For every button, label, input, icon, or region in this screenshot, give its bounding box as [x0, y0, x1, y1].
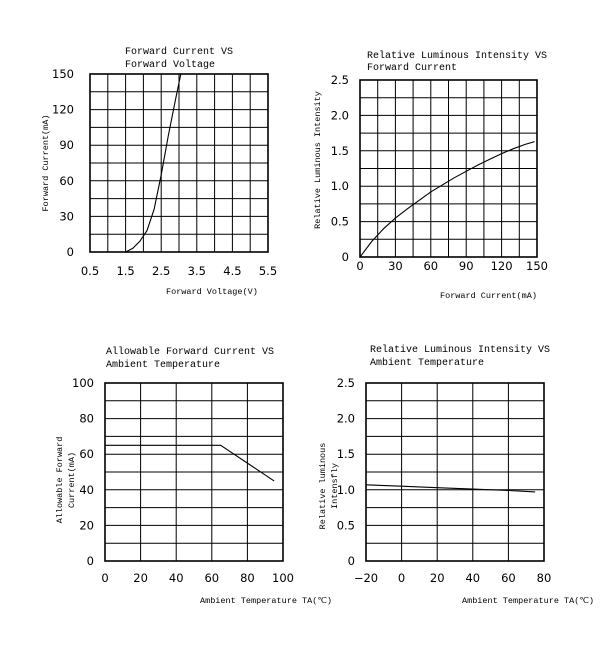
y-tick-label: 1.5 — [331, 144, 349, 158]
y-tick-label: 0 — [67, 245, 74, 259]
y-tick-label: 1.0 — [331, 179, 349, 193]
y-tick-label: 0.5 — [337, 518, 355, 532]
y-tick-label: 1.5 — [337, 447, 355, 461]
y-tick-label: 20 — [79, 518, 94, 532]
chart-title-line: Forward Current — [367, 62, 457, 74]
x-tick-label: 120 — [491, 259, 513, 273]
x-tick-label: 0.5 — [81, 264, 99, 278]
chart-title-line: Relative Luminous Intensity VS — [370, 344, 550, 356]
y-tick-label: 2.5 — [337, 376, 355, 390]
y-tick-label: 2.5 — [331, 73, 349, 87]
y-tick-label: 80 — [79, 412, 94, 426]
chart-title-line: Forward Voltage — [125, 59, 215, 71]
y-tick-label: 30 — [59, 209, 74, 223]
x-tick-label: 3.5 — [188, 264, 206, 278]
x-axis-label: Forward Current(mA) — [440, 291, 537, 301]
y-tick-label: 0 — [87, 554, 94, 568]
y-axis-label-line: Allowable Forward — [55, 437, 65, 524]
chart-3: 0 20 40 60 80 100 0 20 40 60 80 100 Allowable Forwar… — [55, 346, 332, 606]
y-tick-label: 90 — [59, 138, 74, 152]
chart-title-line: Ambient Temperature — [106, 359, 220, 371]
chart-title-line: Forward Current VS — [125, 46, 233, 58]
x-tick-label: 90 — [459, 259, 474, 273]
y-tick-label: 120 — [52, 103, 74, 117]
y-tick-label: 1.0 — [337, 483, 355, 497]
y-tick-label: 0 — [342, 250, 349, 264]
y-tick-label: 2.0 — [331, 108, 349, 122]
y-tick-label: 2.0 — [337, 412, 355, 426]
series-line — [105, 444, 275, 482]
chart-2: 0 30 60 90 120 150 0 0.5 1.0 1.5 2.0 2.5 Relative Lu… — [313, 50, 548, 301]
chart-title-line: Ambient Temperature — [370, 357, 484, 369]
x-tick-label: 80 — [537, 571, 552, 585]
x-tick-label: 4.5 — [223, 264, 241, 278]
x-tick-label: 60 — [204, 571, 219, 585]
y-tick-label: 150 — [52, 67, 74, 81]
chart-2-grid — [360, 80, 537, 257]
x-tick-label: 2.5 — [152, 264, 170, 278]
chart-1-frame — [89, 73, 269, 253]
x-tick-label: 20 — [133, 571, 148, 585]
x-axis-label: Forward Voltage(V) — [166, 287, 258, 297]
chart-2-frame — [359, 79, 538, 258]
chart-4-frame — [365, 382, 545, 562]
series-line — [125, 73, 182, 253]
x-tick-label: 40 — [169, 571, 184, 585]
chart-title-line: Relative Luminous Intensity VS — [367, 50, 547, 62]
chart-3-grid — [105, 383, 283, 561]
chart-4-grid — [366, 383, 544, 561]
x-tick-label: 60 — [423, 259, 438, 273]
x-axis-label: Ambient Temperature TA(℃) — [462, 596, 594, 606]
x-tick-label: 30 — [388, 259, 403, 273]
x-tick-label: 40 — [465, 571, 480, 585]
x-tick-label: 100 — [272, 571, 294, 585]
x-tick-label: 60 — [501, 571, 516, 585]
y-tick-label: 100 — [72, 376, 94, 390]
x-tick-label: 0 — [356, 259, 363, 273]
y-axis-label: Relative Luminous Intensity — [313, 91, 323, 229]
y-tick-label: 0.5 — [331, 215, 349, 229]
y-tick-label: 60 — [79, 447, 94, 461]
x-tick-label: 5.5 — [259, 264, 277, 278]
x-tick-label: 0 — [398, 571, 405, 585]
chart-1-grid — [90, 74, 268, 252]
y-tick-label: 0 — [348, 554, 355, 568]
x-tick-label: 1.5 — [116, 264, 134, 278]
x-axis-label: Ambient Temperature TA(℃) — [200, 596, 332, 606]
y-axis-label-line: Current(mA) — [67, 452, 77, 508]
x-tick-label: −20 — [354, 571, 378, 585]
y-tick-label: 40 — [79, 483, 94, 497]
x-tick-label: 20 — [430, 571, 445, 585]
series-line — [365, 484, 536, 493]
chart-1: 0.5 1.5 2.5 3.5 4.5 5.5 0 30 60 90 120 150 Forward C… — [41, 46, 277, 297]
chart-4: −20 0 20 40 60 80 0 0.5 1.0 1.5 2.0 2.5 Relative Lum… — [318, 344, 594, 606]
x-tick-label: 150 — [526, 259, 548, 273]
y-axis-label: Forward Current(mA) — [41, 115, 51, 212]
chart-title-line: Allowable Forward Current VS — [106, 346, 274, 358]
y-axis-label-line: Intensfly — [330, 463, 340, 509]
x-tick-label: 80 — [240, 571, 255, 585]
y-axis-label-line: Relative luminous — [318, 443, 328, 530]
x-tick-label: 0 — [101, 571, 108, 585]
chart-3-frame — [104, 382, 284, 562]
series-line — [359, 141, 535, 258]
y-tick-label: 60 — [59, 174, 74, 188]
